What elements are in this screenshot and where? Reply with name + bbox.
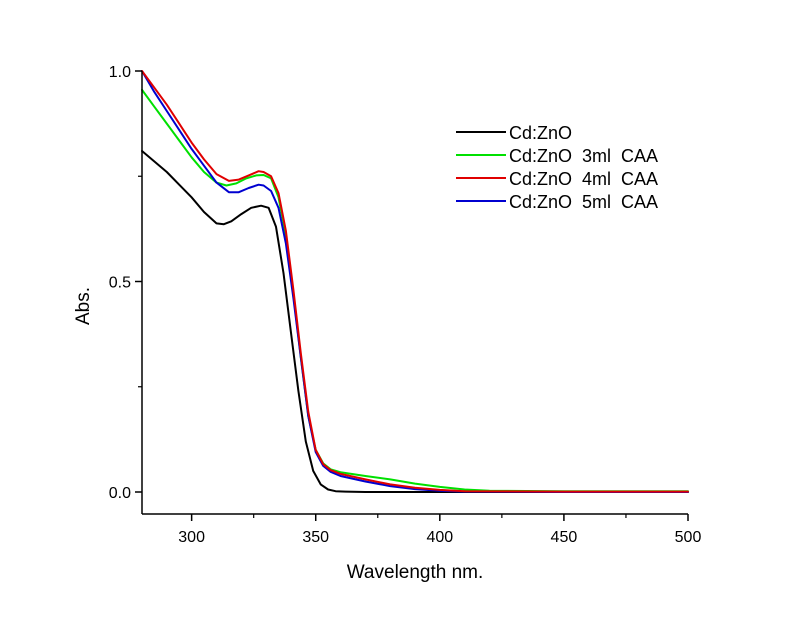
x-tick-label: 350 xyxy=(302,529,329,546)
y-tick-label: 1.0 xyxy=(109,64,131,81)
axes xyxy=(141,71,688,515)
y-tick-label: 0.5 xyxy=(109,275,131,292)
legend: Cd:ZnO Cd:ZnO 3ml CAA Cd:ZnO 4ml CAA Cd:ZnO… xyxy=(456,123,658,212)
legend-label: Cd:ZnO xyxy=(509,123,572,143)
y-axis-label: Abs. xyxy=(73,287,94,325)
series-line-3 xyxy=(141,70,689,493)
legend-label: Cd:ZnO 5ml CAA xyxy=(509,192,658,212)
series-line-0 xyxy=(141,150,689,493)
x-tick-label: 500 xyxy=(675,529,702,546)
x-tick-label: 300 xyxy=(178,529,205,546)
x-tick-label: 450 xyxy=(551,529,578,546)
series-line-2 xyxy=(141,70,689,493)
legend-label: Cd:ZnO 3ml CAA xyxy=(509,146,658,166)
x-tick-label: 400 xyxy=(426,529,453,546)
x-axis-label: Wavelength nm. xyxy=(347,562,484,583)
y-tick-label: 0.0 xyxy=(109,485,131,502)
legend-label: Cd:ZnO 4ml CAA xyxy=(509,169,658,189)
ticks: 300 350 400 450 500 0.0 0.5 1.0 xyxy=(109,64,702,546)
series-layer xyxy=(141,70,689,493)
